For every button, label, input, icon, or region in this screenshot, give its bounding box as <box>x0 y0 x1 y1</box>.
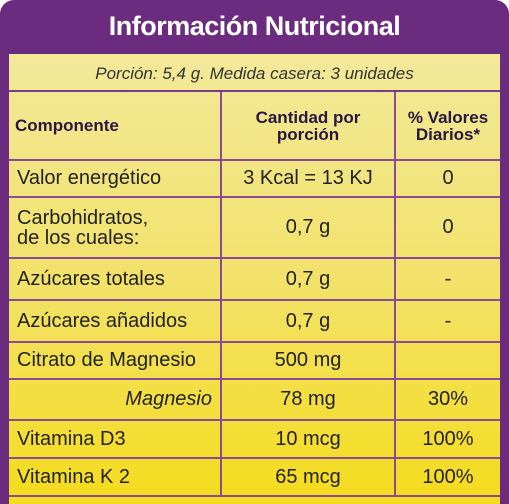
cell: 65 mcg <box>220 457 396 497</box>
cell: Vitamina K 2 <box>9 457 222 497</box>
cell-text: Carbohidratos, de los cuales: <box>17 206 149 249</box>
cell: 0,7 g <box>220 299 396 343</box>
row: Valor energético 3 Kcal = 13 KJ 0 <box>9 159 500 198</box>
column-header-text: Cantidad por porción <box>255 107 361 144</box>
cell: Magnesio <box>9 378 222 421</box>
title: Información Nutricional <box>108 11 401 41</box>
row: Vitamina K 2 65 mcg 100% <box>9 457 500 497</box>
column-header: Cantidad por porción <box>220 92 396 161</box>
cell: 100% <box>394 457 500 497</box>
cell: 3 Kcal = 13 KJ <box>220 159 396 198</box>
cell: Valor energético <box>9 159 222 198</box>
cell: Vitamina D3 <box>9 419 222 459</box>
cell: 0 <box>394 159 500 198</box>
column-header: Componente <box>9 92 222 161</box>
row: Citrato de Magnesio 500 mg <box>9 341 500 380</box>
cell: 0,7 g <box>220 257 396 301</box>
row: Azúcares totales 0,7 g- <box>9 257 500 301</box>
cell <box>394 341 500 380</box>
cell: - <box>394 257 500 301</box>
column-header-text: % Valores Diarios* <box>407 107 489 144</box>
cell: 10 mcg <box>220 419 396 459</box>
row: Vitamina D3 10 mcg 100% <box>9 419 500 459</box>
column-header: % Valores Diarios* <box>394 92 500 161</box>
panel: Porción: 5,4 g. Medida casera: 3 unidade… <box>9 54 500 504</box>
cell: 0 <box>394 196 500 259</box>
cell: 100% <box>394 419 500 459</box>
nutrition-table: Componente Cantidad por porción % Valore… <box>9 92 500 497</box>
cell: Azúcares totales <box>9 257 222 301</box>
cell: 500 mg <box>220 341 396 380</box>
cell: Carbohidratos, de los cuales: <box>9 196 222 259</box>
cell: 78 mg <box>220 378 396 421</box>
header-row: Componente Cantidad por porción % Valore… <box>9 92 500 161</box>
cell: 30% <box>394 378 500 421</box>
cell: - <box>394 299 500 343</box>
cell: 0,7 g <box>220 196 396 259</box>
cell: Azúcares añadidos <box>9 299 222 343</box>
cell: Citrato de Magnesio <box>9 341 222 380</box>
row: Magnesio 78 mg 30% <box>9 378 500 421</box>
row: Azúcares añadidos 0,7 g- <box>9 299 500 343</box>
serving: Porción: 5,4 g. Medida casera: 3 unidade… <box>9 54 500 92</box>
